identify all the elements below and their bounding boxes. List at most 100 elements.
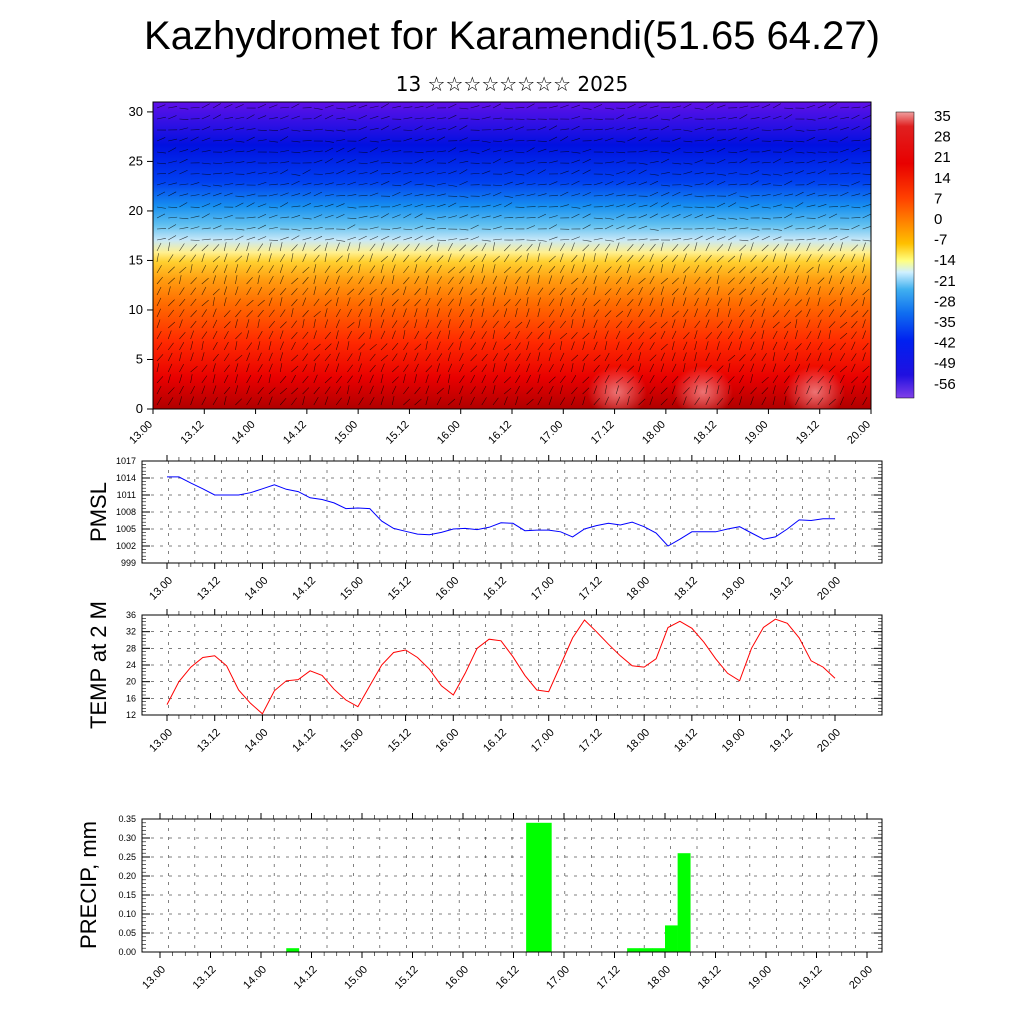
barb bbox=[761, 115, 771, 120]
barb bbox=[615, 265, 622, 274]
barb bbox=[716, 228, 726, 231]
barb bbox=[481, 148, 491, 153]
barb bbox=[212, 114, 222, 120]
barb bbox=[201, 299, 209, 307]
barb bbox=[851, 106, 861, 109]
barb bbox=[772, 115, 782, 120]
barb bbox=[772, 310, 780, 318]
barb bbox=[235, 264, 239, 274]
barb bbox=[817, 254, 823, 263]
barb bbox=[369, 319, 372, 329]
barb bbox=[851, 275, 855, 285]
barb bbox=[302, 396, 305, 406]
barb bbox=[694, 183, 704, 186]
barb bbox=[369, 397, 375, 406]
x-tick-label: 20.00 bbox=[845, 419, 873, 447]
barb bbox=[784, 206, 794, 209]
barb bbox=[268, 193, 278, 197]
barb bbox=[436, 265, 442, 274]
barb bbox=[347, 330, 352, 340]
barb bbox=[582, 224, 591, 230]
barb bbox=[593, 217, 603, 220]
barb bbox=[526, 319, 531, 329]
barb bbox=[156, 104, 166, 109]
barb bbox=[179, 309, 185, 318]
barb bbox=[447, 253, 452, 263]
barb bbox=[784, 114, 793, 120]
x-tick-label: 19.00 bbox=[720, 727, 748, 755]
barb bbox=[291, 341, 296, 351]
barb bbox=[806, 385, 811, 395]
barb bbox=[358, 343, 366, 351]
barb bbox=[638, 386, 645, 395]
barb bbox=[616, 376, 624, 384]
barb bbox=[683, 193, 693, 197]
barb bbox=[268, 214, 278, 219]
barb bbox=[380, 149, 390, 153]
x-tick-label: 16.00 bbox=[433, 727, 461, 755]
barb bbox=[638, 309, 644, 318]
barb bbox=[470, 308, 475, 318]
barb bbox=[504, 159, 513, 164]
barb bbox=[447, 298, 454, 307]
barb bbox=[392, 126, 401, 131]
barb bbox=[593, 319, 598, 329]
barb bbox=[828, 321, 836, 329]
barb bbox=[336, 147, 345, 153]
barb bbox=[369, 353, 376, 362]
barb bbox=[582, 353, 589, 362]
barb bbox=[672, 162, 682, 165]
barb bbox=[201, 227, 211, 230]
barb bbox=[492, 192, 502, 197]
barb bbox=[380, 139, 390, 142]
barb bbox=[313, 183, 323, 186]
barb bbox=[380, 354, 388, 362]
barb bbox=[436, 298, 442, 307]
barb bbox=[694, 330, 698, 340]
barb bbox=[436, 216, 446, 219]
barb bbox=[817, 244, 825, 252]
barb bbox=[671, 264, 676, 274]
chart-date: 13 ☆☆☆☆☆☆☆☆ 2025 bbox=[395, 72, 629, 96]
barb bbox=[179, 227, 189, 230]
barb bbox=[268, 320, 275, 329]
barb bbox=[537, 205, 547, 208]
barb bbox=[403, 276, 410, 285]
barb bbox=[291, 288, 298, 296]
barb bbox=[851, 286, 856, 296]
barb bbox=[750, 286, 755, 296]
barb bbox=[627, 386, 634, 395]
barb bbox=[212, 330, 218, 340]
barb bbox=[257, 236, 267, 241]
barb bbox=[481, 170, 491, 175]
barb bbox=[728, 161, 738, 164]
barb bbox=[324, 182, 334, 186]
barb bbox=[515, 173, 525, 176]
barb bbox=[436, 341, 441, 351]
barb bbox=[806, 204, 816, 208]
barb bbox=[840, 205, 850, 208]
barb bbox=[481, 397, 487, 406]
barb bbox=[358, 235, 367, 241]
barb bbox=[638, 162, 648, 165]
barb bbox=[347, 308, 352, 318]
barb bbox=[683, 352, 687, 362]
barb bbox=[235, 385, 239, 395]
barb bbox=[268, 253, 272, 263]
barb bbox=[223, 310, 231, 318]
barb bbox=[649, 264, 654, 274]
barb bbox=[571, 116, 581, 120]
barb bbox=[481, 105, 491, 109]
barb bbox=[391, 320, 398, 329]
barb bbox=[671, 288, 679, 296]
barb bbox=[504, 107, 514, 110]
barb bbox=[750, 180, 759, 186]
barb bbox=[358, 308, 363, 318]
barb bbox=[683, 396, 687, 406]
x-tick-label: 19.12 bbox=[767, 575, 795, 603]
barb bbox=[817, 224, 827, 230]
barb bbox=[694, 214, 704, 219]
barb bbox=[492, 309, 499, 318]
barb bbox=[503, 376, 511, 384]
barb bbox=[615, 287, 621, 296]
